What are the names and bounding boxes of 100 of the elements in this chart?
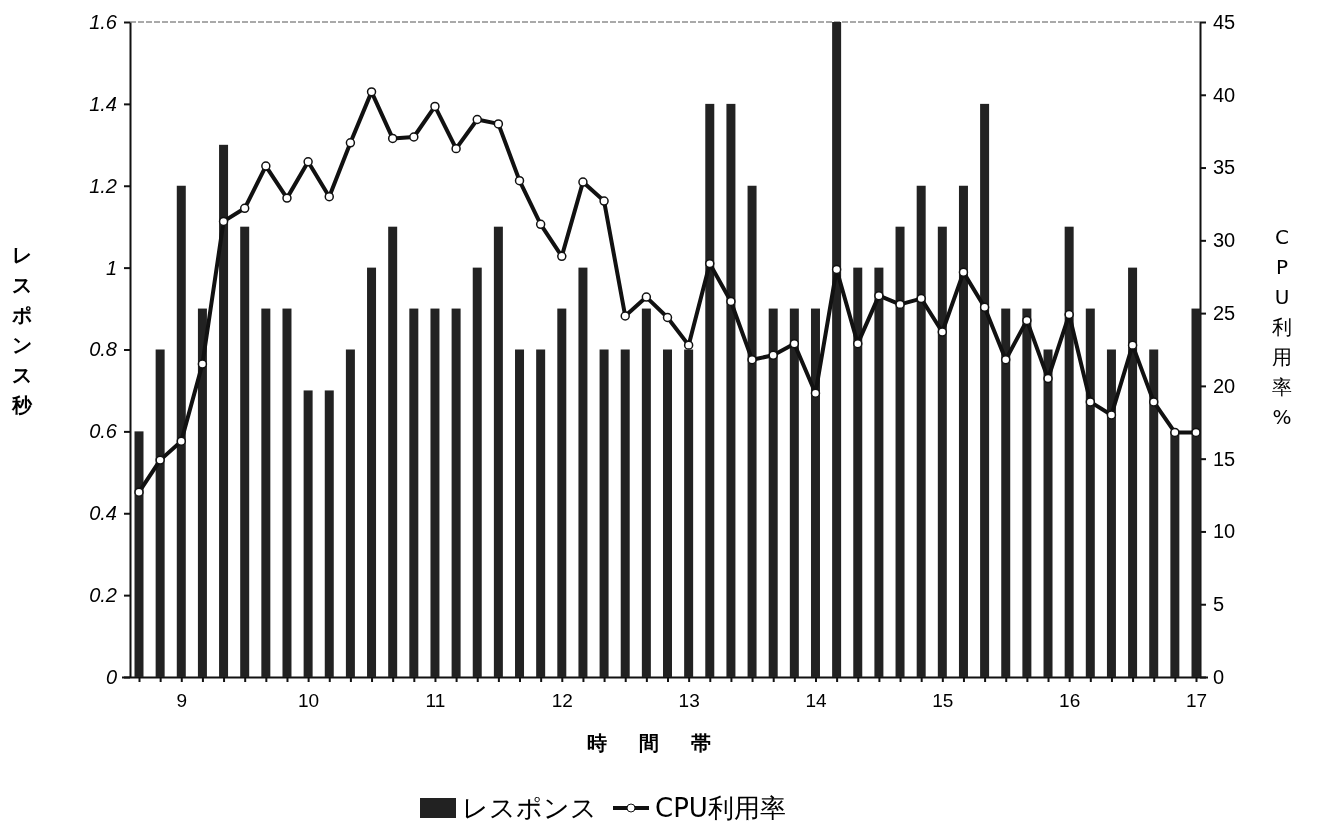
point [874,290,884,301]
point [916,293,926,304]
point [810,388,821,398]
y-tick-label: 0.4 [89,502,117,525]
bar [493,226,503,677]
point [493,119,504,129]
bar [261,308,271,677]
bar [663,349,672,677]
point [895,299,905,310]
bar [726,103,736,677]
point [1170,427,1180,438]
point [683,340,694,350]
point [197,359,208,369]
point [979,302,990,313]
point [768,350,778,361]
bar [768,308,778,677]
x-axis-title: 時間帯 [587,731,743,755]
bar [1128,267,1138,677]
point [789,338,800,349]
y2-tick-label: 40 [1213,83,1236,106]
y-axis-title: レスポンス秒 [11,243,33,417]
bar [303,390,313,677]
bar [282,308,292,677]
bar [1043,349,1053,677]
bar [789,308,799,677]
point [726,296,736,307]
bar [1191,308,1201,677]
point [747,354,757,365]
y2-tick-label: 45 [1213,10,1236,33]
point [599,196,609,206]
bar [557,308,567,677]
point [430,101,440,112]
bar [1170,431,1180,677]
point [218,216,229,227]
y-tick-label: 1 [105,256,117,279]
x-tick-label: 10 [298,690,320,711]
bar [197,308,207,677]
y-tick-label: 1.4 [89,92,117,115]
point [1127,340,1138,350]
legend-label: CPU利用率 [655,793,786,823]
bar [747,185,757,677]
bar [367,267,377,677]
x-tick-label: 16 [1059,690,1081,711]
bar [1085,308,1095,677]
point [345,138,356,148]
bar [1064,226,1074,677]
y-tick-label: 0 [105,665,117,688]
point [472,114,482,125]
y2-tick-label: 20 [1213,374,1236,397]
bar [980,103,990,677]
y2-tick-label: 30 [1213,229,1236,252]
y-tick-label: 1.2 [89,174,117,197]
point [303,157,313,167]
y2-tick-label: 25 [1213,302,1236,325]
bar [1106,349,1116,677]
point [451,143,461,154]
bar [832,22,842,677]
x-tick-label: 14 [805,690,827,711]
x-tick-label: 12 [551,690,573,711]
bar [451,308,461,677]
bar [874,267,884,677]
point [1148,397,1159,407]
bar [853,267,863,677]
bar [134,431,144,677]
point [557,251,567,262]
point [134,487,144,497]
point [578,177,588,187]
bar [641,308,651,677]
y-tick-label: 0.2 [89,584,117,607]
bar [1001,308,1011,677]
bar [472,267,482,677]
bar [810,308,820,677]
y2-tick-label: 15 [1213,447,1236,470]
bar [219,144,229,677]
legend-label: レスポンス [462,793,597,823]
bar [937,226,947,677]
point [937,327,948,337]
point [620,311,630,321]
point [282,193,292,203]
bar [240,226,250,677]
bar [895,226,905,677]
bar [916,185,926,677]
x-tick-label: 15 [932,690,954,711]
point [409,132,419,142]
y2-tick-label: 35 [1213,156,1236,179]
bar [155,349,165,677]
point [514,175,525,186]
x-tick-label: 13 [678,690,700,711]
bar [324,390,334,677]
bar [705,103,715,677]
point [662,312,673,323]
point [1191,427,1201,438]
point [1022,315,1032,326]
bar [684,349,694,677]
point [641,292,652,302]
y-tick-label: 0.8 [89,338,117,361]
y2-tick-label: 5 [1213,593,1225,616]
x-tick-label: 17 [1185,690,1208,711]
point [155,455,165,465]
point [261,161,271,171]
